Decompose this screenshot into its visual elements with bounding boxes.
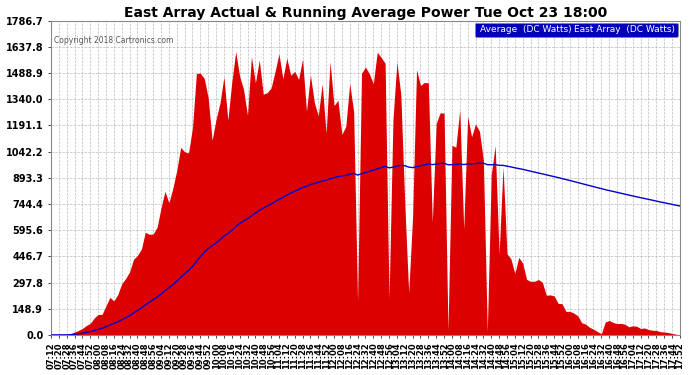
Title: East Array Actual & Running Average Power Tue Oct 23 18:00: East Array Actual & Running Average Powe… (124, 6, 607, 20)
Legend: Average  (DC Watts), East Array  (DC Watts): Average (DC Watts), East Array (DC Watts… (475, 22, 678, 37)
Text: Copyright 2018 Cartronics.com: Copyright 2018 Cartronics.com (54, 36, 173, 45)
